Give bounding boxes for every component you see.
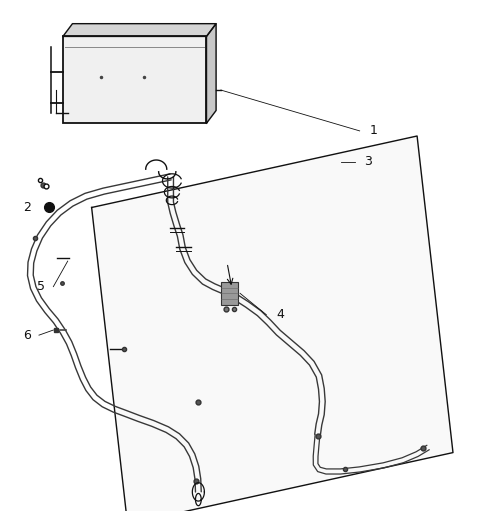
Bar	[221, 282, 238, 305]
Text: 2: 2	[23, 201, 31, 214]
Polygon shape	[206, 24, 216, 123]
Polygon shape	[92, 136, 453, 512]
Text: 3: 3	[364, 155, 372, 168]
Bar	[63, 36, 206, 123]
Text: 5: 5	[37, 280, 46, 293]
Polygon shape	[63, 24, 216, 36]
Text: 6: 6	[23, 329, 31, 342]
Text: 1: 1	[369, 124, 377, 137]
Text: 4: 4	[276, 308, 284, 321]
